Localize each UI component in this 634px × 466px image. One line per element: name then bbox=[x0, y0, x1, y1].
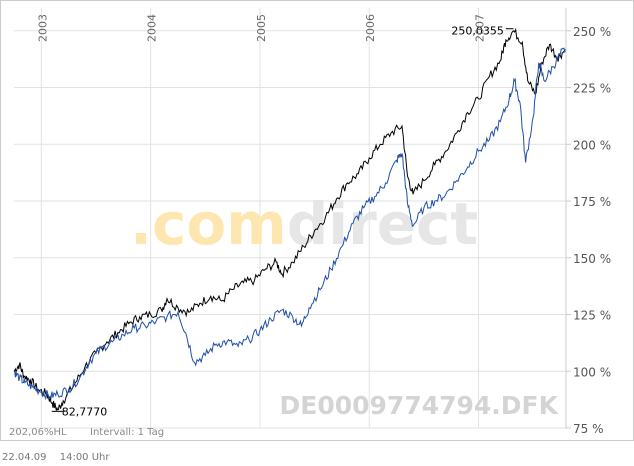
max-annotation-label: 250,0355 bbox=[451, 25, 504, 38]
series-group bbox=[13, 27, 567, 411]
y-tick-label: 125 % bbox=[573, 309, 611, 323]
annotations: 250,0355 82,7770 bbox=[51, 25, 514, 418]
interval-label: Intervall: 1 Tag bbox=[90, 427, 164, 438]
range-label: 202,06%HL bbox=[9, 427, 67, 438]
x-tick-label: 2007 bbox=[474, 14, 487, 42]
x-tick-label: 2003 bbox=[36, 14, 49, 42]
footer-date: 22.04.09 bbox=[2, 452, 47, 463]
line-chart: .comdirect 250,0355 82,7770 250 % 225 % 200… bbox=[0, 0, 634, 441]
series-line-1 bbox=[13, 27, 565, 411]
y-tick-label: 175 % bbox=[573, 195, 611, 209]
min-annotation-label: 82,7770 bbox=[62, 405, 108, 418]
isin-label: DE0009774794.DFK bbox=[280, 391, 560, 420]
chart-container: .comdirect 250,0355 82,7770 250 % 225 % 200… bbox=[0, 0, 634, 441]
footer: 22.04.09 14:00 Uhr bbox=[2, 452, 119, 463]
x-tick-label: 2006 bbox=[364, 14, 377, 42]
y-tick-label: 150 % bbox=[573, 252, 611, 266]
y-tick-label: 75 % bbox=[573, 422, 604, 436]
y-tick-label: 200 % bbox=[573, 138, 611, 152]
y-tick-label: 100 % bbox=[573, 365, 611, 379]
watermark-logo: .comdirect bbox=[130, 190, 478, 258]
gridlines bbox=[14, 8, 566, 429]
y-axis: 250 % 225 % 200 % 175 % 150 % 125 % 100 % 75 % bbox=[565, 8, 611, 436]
y-tick-label: 225 % bbox=[573, 82, 611, 96]
x-tick-label: 2004 bbox=[146, 14, 159, 42]
footer-time: 14:00 Uhr bbox=[59, 452, 110, 463]
x-axis: 2003 2004 2005 2006 2007 bbox=[36, 14, 486, 42]
x-tick-label: 2005 bbox=[255, 14, 268, 42]
series-line-2 bbox=[13, 47, 567, 401]
y-tick-label: 250 % bbox=[573, 25, 611, 39]
chart-border bbox=[0, 0, 634, 441]
